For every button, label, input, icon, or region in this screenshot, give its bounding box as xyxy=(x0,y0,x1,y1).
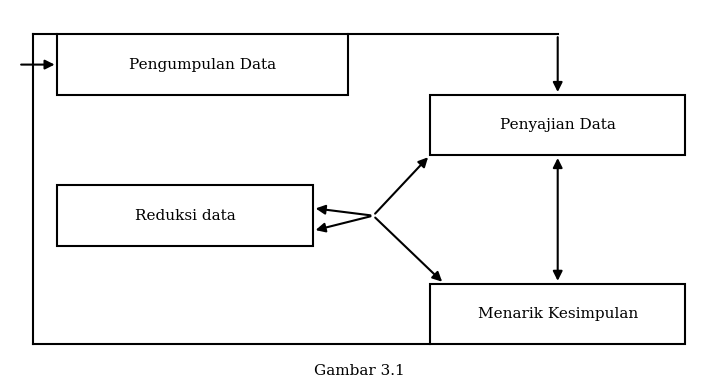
Text: Penyajian Data: Penyajian Data xyxy=(500,118,615,132)
Text: Gambar 3.1: Gambar 3.1 xyxy=(314,364,404,378)
FancyBboxPatch shape xyxy=(430,95,686,155)
Text: Reduksi data: Reduksi data xyxy=(135,209,236,223)
Text: Pengumpulan Data: Pengumpulan Data xyxy=(129,58,276,71)
FancyBboxPatch shape xyxy=(57,185,313,246)
Text: Menarik Kesimpulan: Menarik Kesimpulan xyxy=(477,307,638,321)
FancyBboxPatch shape xyxy=(430,284,686,344)
FancyBboxPatch shape xyxy=(57,34,348,95)
